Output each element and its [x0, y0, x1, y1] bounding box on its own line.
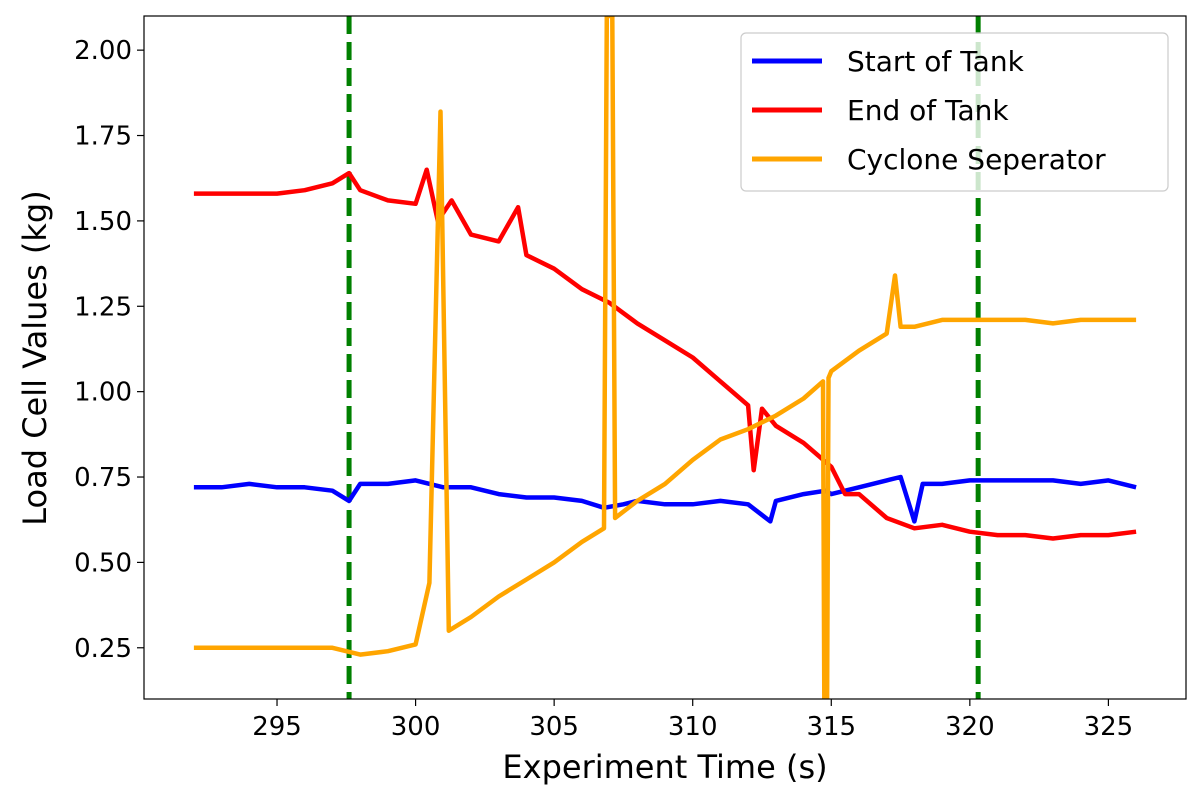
x-tick-label: 310 — [668, 712, 718, 742]
y-axis-ticks: 0.25 0.50 0.75 1.00 1.25 1.50 1.75 2.00 — [74, 36, 144, 664]
y-axis-title: Load Cell Values (kg) — [16, 190, 54, 525]
y-tick-label: 1.00 — [74, 378, 132, 408]
x-tick-label: 295 — [252, 712, 302, 742]
y-tick-label: 1.25 — [74, 292, 132, 322]
y-tick-label: 0.75 — [74, 463, 132, 493]
legend-box — [740, 32, 1169, 192]
y-tick-label: 2.00 — [74, 36, 132, 66]
legend-label-2: End of Tank — [847, 94, 1009, 127]
legend-label-1: Start of Tank — [847, 45, 1025, 78]
x-tick-label: 315 — [806, 712, 856, 742]
y-tick-label: 0.50 — [74, 548, 132, 578]
series-line-1 — [193, 474, 1137, 524]
series-line-2 — [193, 167, 1137, 541]
plot-frame — [143, 15, 1187, 700]
x-tick-label: 305 — [529, 712, 579, 742]
legend-label-3: Cyclone Seperator — [847, 143, 1106, 176]
y-tick-label: 1.50 — [74, 207, 132, 237]
legend: Start of Tank End of Tank Cyclone Seperato… — [740, 32, 1169, 192]
x-tick-label: 325 — [1084, 712, 1134, 742]
x-tick-label: 300 — [391, 712, 441, 742]
x-tick-label: 320 — [945, 712, 995, 742]
y-tick-label: 0.25 — [74, 634, 132, 664]
y-tick-label: 1.75 — [74, 122, 132, 152]
x-axis-ticks: 295 300 305 310 315 320 325 — [252, 699, 1133, 742]
series-lines — [193, 16, 1137, 699]
series-line-3 — [193, 16, 1137, 699]
x-axis-title: Experiment Time (s) — [502, 748, 827, 786]
